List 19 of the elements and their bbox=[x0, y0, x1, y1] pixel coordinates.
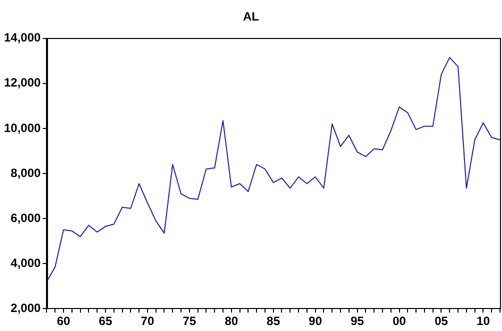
y-tick-label: 4,000 bbox=[10, 256, 42, 270]
x-tick-label: 90 bbox=[308, 314, 322, 328]
x-tick-label: 00 bbox=[392, 314, 406, 328]
y-tick-label: 12,000 bbox=[4, 76, 42, 90]
x-tick-label: 60 bbox=[56, 314, 70, 328]
y-tick-label: 14,000 bbox=[4, 30, 42, 45]
x-tick-label: 70 bbox=[140, 314, 154, 328]
x-tick-label: 05 bbox=[434, 314, 448, 328]
x-tick-label: 95 bbox=[350, 314, 364, 328]
x-tick-label: 65 bbox=[98, 314, 112, 328]
x-tick-label: 80 bbox=[224, 314, 238, 328]
y-tick-label: 8,000 bbox=[10, 166, 42, 180]
x-tick-label: 75 bbox=[182, 314, 196, 328]
x-tick-label: 85 bbox=[266, 314, 280, 328]
y-tick-label: 2,000 bbox=[10, 300, 42, 315]
chart-title: AL bbox=[243, 10, 259, 24]
x-tick-label: 10 bbox=[476, 314, 490, 328]
y-tick-label: 6,000 bbox=[10, 210, 42, 225]
y-tick-label: 10,000 bbox=[4, 120, 42, 135]
